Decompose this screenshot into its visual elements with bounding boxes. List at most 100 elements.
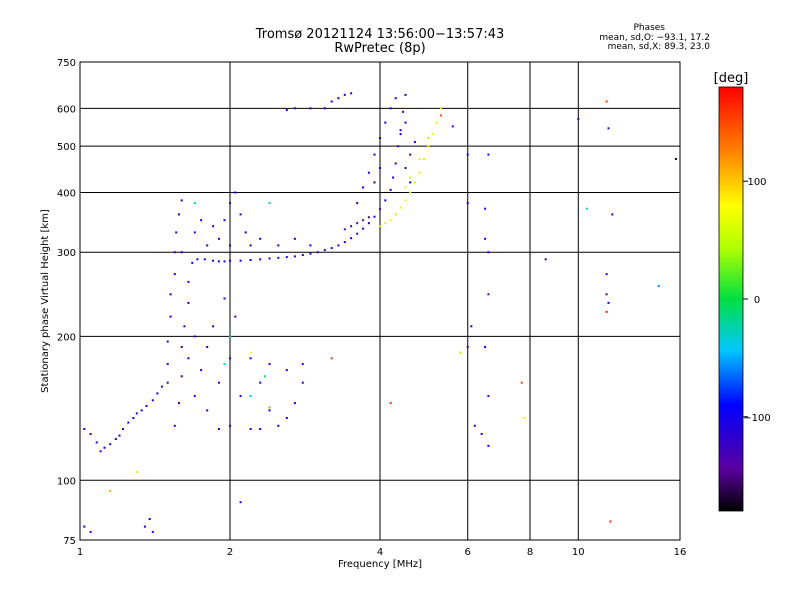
data-point (605, 310, 608, 313)
data-point (301, 381, 304, 384)
data-point (151, 399, 154, 402)
data-point (173, 424, 176, 427)
data-point (293, 402, 296, 405)
data-point (277, 256, 280, 259)
data-point (409, 181, 412, 184)
data-point (379, 167, 381, 169)
data-point (160, 385, 163, 388)
data-point (193, 335, 196, 338)
y-tick-label: 200 (57, 332, 76, 343)
data-point (166, 363, 169, 366)
data-point (169, 315, 172, 318)
data-point (409, 176, 412, 179)
colorbar (718, 86, 744, 512)
data-point (95, 441, 98, 444)
data-point (362, 186, 365, 189)
data-point (394, 213, 397, 216)
data-point (169, 293, 172, 296)
data-point (83, 525, 86, 528)
data-point (229, 357, 231, 360)
data-point (399, 133, 402, 136)
data-point (180, 251, 183, 254)
y-tick-label: 300 (57, 248, 76, 259)
data-point (487, 444, 490, 447)
phase-stats-o: mean, sd,O: −93.1, 17.2 (599, 32, 710, 43)
data-point (439, 114, 442, 117)
data-point (544, 258, 547, 261)
data-point (244, 231, 247, 234)
data-point (239, 213, 242, 216)
data-point (206, 244, 209, 247)
x-tick-label: 2 (227, 547, 233, 558)
data-point (350, 225, 353, 228)
data-point (301, 363, 304, 366)
data-point (277, 244, 280, 247)
data-point (404, 93, 407, 96)
colorbar-tick-label: 0 (754, 295, 760, 306)
data-point (427, 145, 430, 148)
data-point (200, 369, 203, 372)
data-point (249, 395, 252, 398)
data-point (301, 254, 304, 256)
data-point (99, 450, 102, 453)
data-point (203, 258, 206, 261)
data-point (239, 259, 242, 262)
y-axis-ticks: 75 100 200 300 400 500 600 750 (57, 58, 76, 547)
colorbar-tick-label: 100 (747, 177, 766, 188)
data-point (343, 241, 346, 244)
data-point (118, 434, 121, 437)
data-point (480, 433, 483, 435)
data-point (206, 409, 209, 412)
y-tick-label: 400 (57, 188, 76, 199)
data-point (114, 438, 117, 440)
data-point (394, 162, 397, 165)
data-point (249, 259, 252, 261)
data-point (259, 237, 262, 240)
x-axis-label: Frequency [MHz] (338, 559, 422, 570)
data-point (212, 225, 215, 228)
data-point (362, 219, 365, 222)
data-point (609, 520, 612, 523)
data-point (249, 244, 252, 247)
data-point (435, 121, 438, 124)
data-point (350, 92, 353, 95)
data-point (122, 428, 124, 430)
data-point (356, 202, 359, 205)
data-point (239, 501, 242, 504)
data-point (409, 153, 412, 156)
data-point (223, 260, 226, 263)
data-point (173, 273, 176, 276)
phase-stats-heading: Phases (633, 23, 665, 33)
data-point (389, 402, 392, 405)
data-point (605, 293, 608, 296)
data-point (191, 261, 194, 264)
data-point (234, 191, 237, 194)
data-point (607, 301, 610, 304)
data-point (356, 222, 359, 225)
data-point (249, 357, 252, 360)
plot-frame (79, 61, 681, 541)
data-point (229, 244, 231, 247)
data-point (132, 417, 135, 419)
data-point (187, 280, 190, 283)
data-point (156, 392, 159, 395)
data-point (193, 395, 196, 398)
data-point (422, 158, 425, 160)
data-point (148, 518, 151, 520)
data-point (413, 181, 416, 184)
phase-stats-x: mean, sd,X: 89.3, 23.0 (607, 42, 710, 52)
data-point (234, 315, 237, 318)
data-point (323, 249, 326, 252)
y-tick-label: 500 (57, 142, 76, 153)
data-point (399, 129, 402, 132)
data-point (367, 171, 370, 174)
data-point (263, 375, 266, 378)
data-point (431, 133, 434, 136)
data-point (397, 145, 400, 148)
data-point (151, 530, 154, 533)
phase-stats: Phases mean, sd,O: −93.1, 17.2 mean, sd,… (560, 23, 710, 53)
data-point (316, 251, 319, 254)
data-point (206, 346, 209, 348)
data-point (389, 219, 392, 222)
data-point (277, 424, 280, 427)
